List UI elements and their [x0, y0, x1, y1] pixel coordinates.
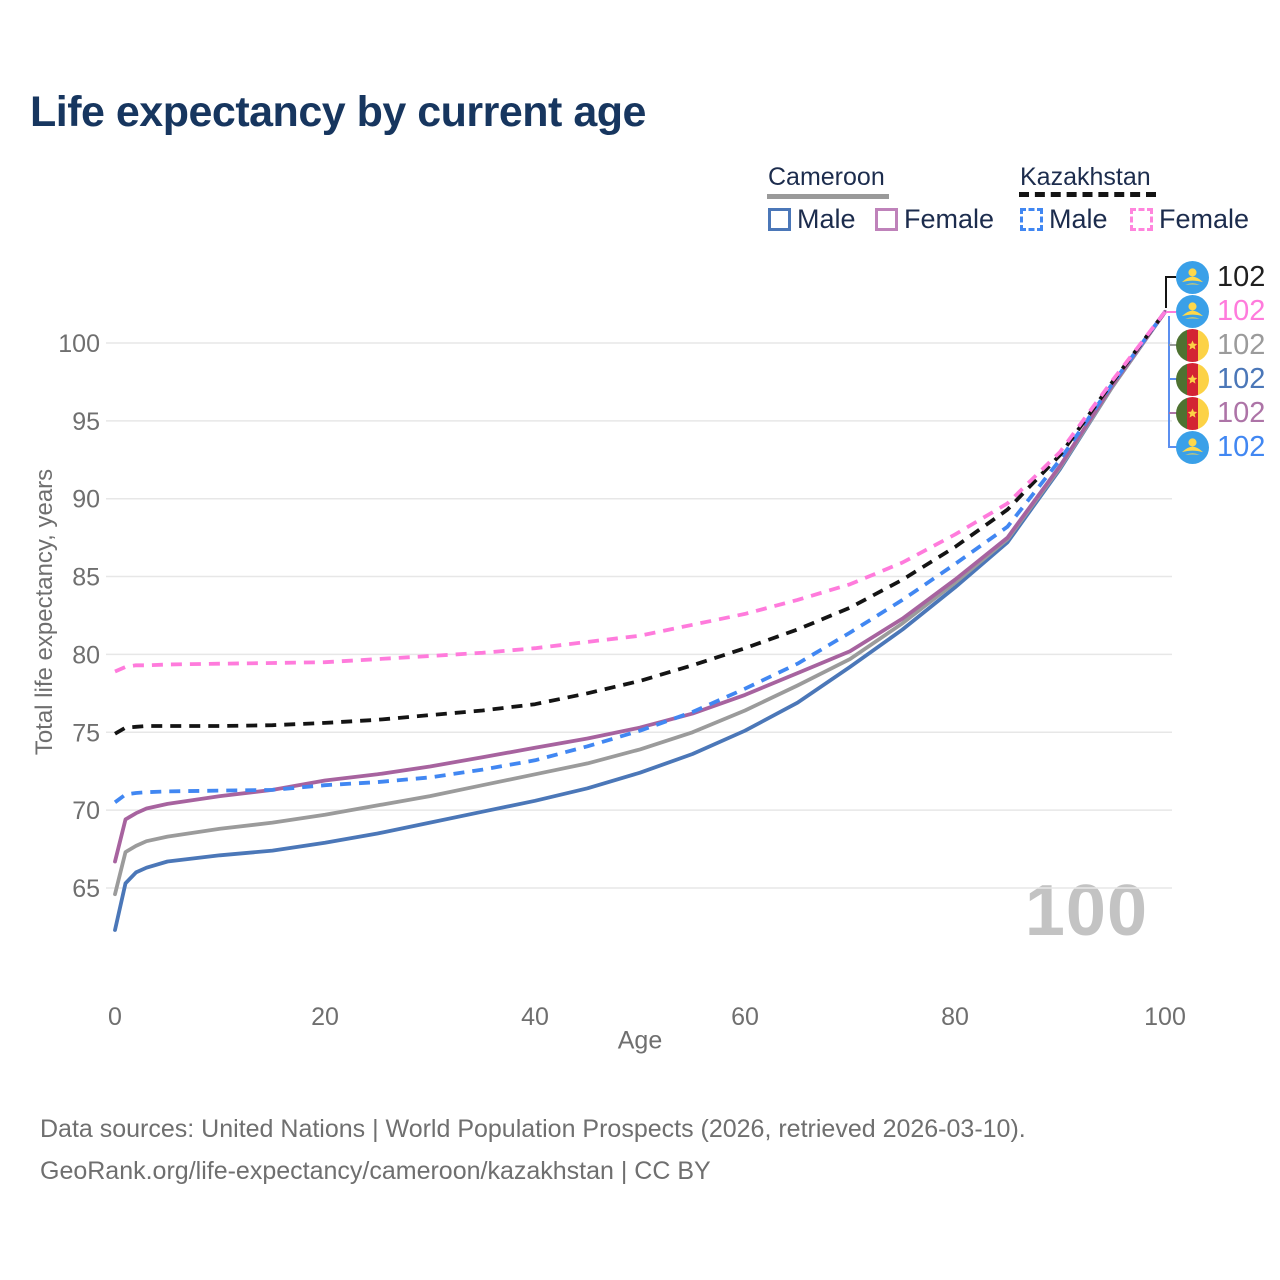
data-source-footer: Data sources: United Nations | World Pop…	[40, 1108, 1026, 1192]
series-line-kazakhstan-both-sexes[interactable]	[114, 310, 1167, 736]
legend-item-kazakhstan-female[interactable]: Female	[1130, 204, 1249, 235]
y-tick-label: 90	[72, 486, 100, 514]
end-label-value: 102	[1217, 328, 1266, 361]
end-label-cameroon-male[interactable]: 102	[1176, 362, 1265, 396]
series-line-cameroon-male[interactable]	[113, 309, 1167, 932]
x-tick-label: 60	[731, 1003, 759, 1031]
legend-underline-kazakhstan	[1019, 192, 1156, 197]
x-tick-label: 0	[108, 1003, 122, 1031]
cameroon-flag-icon	[1176, 328, 1209, 362]
gridlines	[106, 342, 1172, 889]
legend-swatch-icon	[875, 208, 898, 231]
y-axis-title: Total life expectancy, years	[31, 468, 58, 756]
y-tick-label: 80	[72, 641, 100, 669]
cameroon-flag-icon	[1176, 328, 1209, 362]
x-tick-label: 100	[1144, 1003, 1186, 1031]
legend-item-label: Female	[1159, 204, 1250, 234]
end-label-value: 102	[1217, 260, 1266, 293]
source-line-1: Data sources: United Nations | World Pop…	[40, 1115, 1026, 1143]
kazakhstan-flag-icon	[1176, 294, 1209, 328]
kazakhstan-flag-icon	[1176, 430, 1209, 464]
end-label-kazakhstan-total[interactable]: 102	[1176, 260, 1265, 294]
y-tick-label: 95	[72, 408, 100, 436]
end-label-connectors	[1165, 276, 1177, 448]
kazakhstan-flag-icon	[1176, 260, 1209, 294]
y-tick-label: 100	[58, 330, 100, 358]
x-axis-title: Age	[617, 1026, 663, 1055]
page-title: Life expectancy by current age	[30, 88, 646, 136]
y-tick-label: 85	[72, 564, 100, 592]
legend-item-label: Female	[904, 204, 995, 234]
axis-tick-labels: 65 70 75 80 85 90 95 100 0 20 40 60 80 100	[58, 330, 1186, 1031]
connector-kazakhstan-total	[1165, 276, 1176, 308]
end-label-cameroon-female[interactable]: 102	[1176, 396, 1265, 430]
x-tick-label: 20	[311, 1003, 339, 1031]
end-label-cameroon-total[interactable]: 102	[1176, 328, 1265, 362]
age-counter-watermark: 100	[1024, 871, 1148, 951]
series-lines	[113, 309, 1167, 932]
end-label-value: 102	[1217, 430, 1266, 463]
legend-group-kazakhstan: Kazakhstan	[1020, 163, 1151, 191]
end-label-value: 102	[1217, 362, 1266, 395]
legend-item-cameroon-male[interactable]: Male	[768, 204, 856, 235]
end-label-kazakhstan-female[interactable]: 102	[1176, 294, 1265, 328]
series-line-kazakhstan-female[interactable]	[114, 310, 1167, 674]
cameroon-flag-icon	[1176, 396, 1209, 430]
series-line-kazakhstan-male[interactable]	[113, 310, 1167, 804]
x-tick-label: 80	[941, 1003, 969, 1031]
x-tick-label: 40	[521, 1003, 549, 1031]
end-label-kazakhstan-male[interactable]: 102	[1176, 430, 1265, 464]
cameroon-flag-icon	[1176, 362, 1209, 396]
legend-swatch-icon	[768, 208, 791, 231]
end-label-value: 102	[1217, 294, 1266, 327]
legend-item-label: Male	[1049, 204, 1108, 234]
connector-kazakhstan-male	[1168, 316, 1177, 448]
y-tick-label: 75	[72, 719, 100, 747]
cameroon-flag-icon	[1176, 362, 1209, 396]
legend-item-kazakhstan-male[interactable]: Male	[1020, 204, 1108, 235]
cameroon-flag-icon	[1176, 396, 1209, 430]
legend-underline-cameroon	[767, 194, 889, 199]
legend-item-label: Male	[797, 204, 856, 234]
legend-group-cameroon: Cameroon	[768, 163, 885, 191]
kazakhstan-flag-icon	[1176, 260, 1209, 294]
source-line-2: GeoRank.org/life-expectancy/cameroon/kaz…	[40, 1157, 711, 1185]
legend-swatch-icon	[1130, 208, 1153, 231]
legend-item-cameroon-female[interactable]: Female	[875, 204, 994, 235]
kazakhstan-flag-icon	[1176, 430, 1209, 464]
y-tick-label: 65	[72, 875, 100, 903]
kazakhstan-flag-icon	[1176, 294, 1209, 328]
series-line-cameroon-both-sexes[interactable]	[113, 309, 1167, 897]
y-tick-label: 70	[72, 797, 100, 825]
legend-swatch-icon	[1020, 208, 1043, 231]
series-line-cameroon-female[interactable]	[113, 309, 1167, 864]
end-label-value: 102	[1217, 396, 1266, 429]
